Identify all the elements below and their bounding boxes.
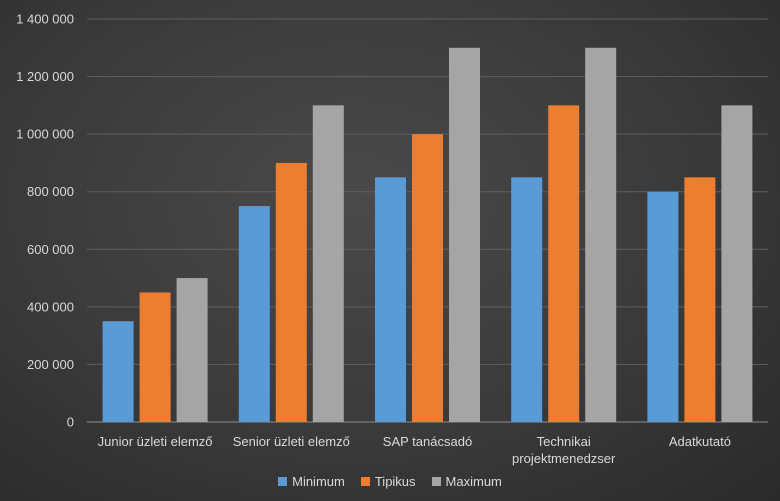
bar-maximum [585, 47, 617, 423]
y-tick-label: 1 400 000 [16, 12, 74, 27]
y-tick-label: 1 000 000 [16, 127, 74, 142]
legend-item-maximum: Maximum [431, 474, 502, 489]
bar-minimum [511, 177, 543, 422]
legend: Minimum Tipikus Maximum [0, 474, 780, 489]
bar-minimum [238, 206, 270, 422]
bar-minimum [375, 177, 406, 422]
bar-maximum [721, 105, 753, 422]
bar-tipikus [548, 105, 580, 422]
legend-label-maximum: Maximum [445, 474, 502, 489]
x-tick-label: Senior üzleti elemző [233, 434, 350, 449]
bar-tipikus [139, 292, 171, 422]
y-tick-label: 1 200 000 [16, 69, 74, 84]
legend-label-minimum: Minimum [292, 474, 345, 489]
legend-swatch-maximum [431, 477, 441, 486]
bar-tipikus [684, 177, 716, 422]
bar-maximum [176, 278, 208, 422]
legend-item-minimum: Minimum [278, 474, 345, 489]
bar-tipikus [412, 134, 443, 422]
legend-swatch-minimum [278, 477, 288, 486]
y-tick-label: 200 000 [27, 357, 74, 372]
y-tick-label: 0 [67, 415, 74, 430]
bar-minimum [102, 321, 134, 422]
y-tick-label: 600 000 [27, 242, 74, 257]
bar-maximum [312, 105, 344, 422]
bar-minimum [647, 191, 679, 422]
legend-item-tipikus: Tipikus [360, 474, 416, 489]
bar-tipikus [275, 162, 307, 422]
bar-maximum [449, 47, 480, 423]
x-tick-label: Adatkutató [669, 434, 731, 449]
x-tick-label: Technikai projektmenedzser [512, 434, 616, 466]
legend-swatch-tipikus [360, 477, 370, 486]
y-tick-label: 400 000 [27, 299, 74, 314]
legend-label-tipikus: Tipikus [374, 474, 416, 489]
y-tick-label: 800 000 [27, 184, 74, 199]
x-tick-label: SAP tanácsadó [383, 434, 472, 449]
x-tick-label: Junior üzleti elemző [98, 434, 213, 449]
